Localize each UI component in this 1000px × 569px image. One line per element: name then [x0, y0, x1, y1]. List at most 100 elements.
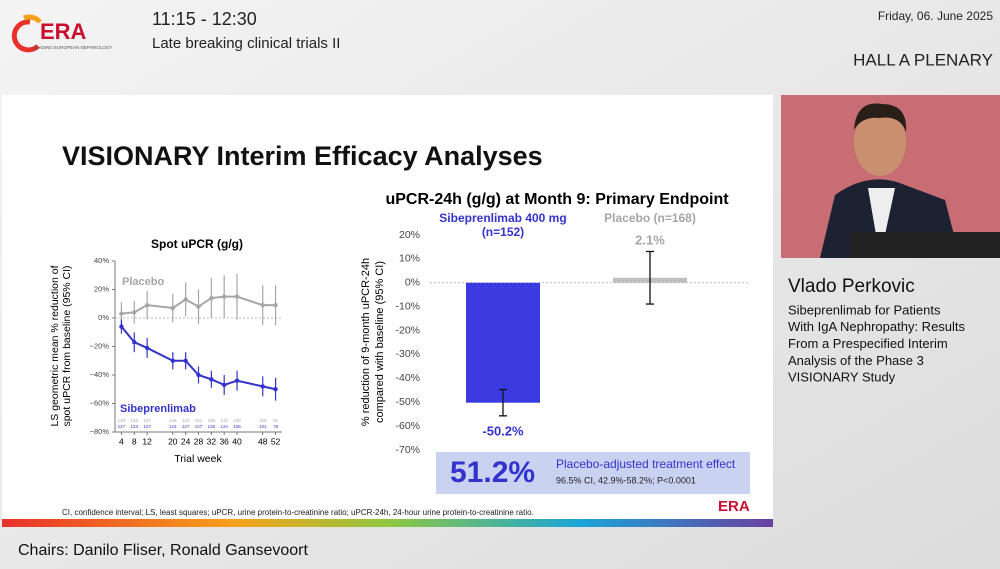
talk-title-line: From a Prespecified Interim: [788, 336, 948, 351]
y-tick-label: −20%: [90, 341, 110, 350]
category-label: Sibeprenlimab 400 mg (n=152): [439, 211, 567, 239]
at-risk-count: 142: [220, 418, 228, 423]
chart-title: uPCR-24h (g/g) at Month 9: Primary Endpo…: [385, 191, 729, 208]
y-tick-label: 10%: [399, 253, 420, 265]
value-label: -50.2%: [482, 423, 524, 438]
session-name: Late breaking clinical trials II: [152, 35, 340, 52]
at-risk-count: 150: [208, 418, 216, 423]
point: [221, 382, 227, 388]
at-risk-count: 126: [208, 424, 216, 429]
talk-title-line: Sibeprenlimab for Patients: [788, 302, 941, 317]
y-tick-label: -40%: [395, 372, 420, 384]
point: [132, 340, 137, 345]
x-tick-label: 28: [194, 436, 204, 446]
point: [260, 384, 265, 389]
at-risk-count: 144: [182, 418, 190, 423]
y-tick-label: -30%: [395, 348, 420, 360]
point: [196, 304, 201, 309]
date: Friday, 06. June 2025: [878, 9, 994, 23]
y-tick-label: 20%: [94, 284, 109, 293]
at-risk-count: 120: [259, 418, 267, 423]
footnote: CI, confidence interval; LS, least squar…: [62, 508, 534, 517]
x-tick-label: 20: [168, 436, 178, 446]
at-risk-count: 137: [143, 418, 151, 423]
y-tick-label: -10%: [395, 300, 420, 312]
point: [132, 310, 137, 315]
at-risk-count: 146: [118, 418, 126, 423]
effect-label: Placebo-adjusted treatment effect: [556, 457, 736, 471]
talk-title: Sibeprenlimab for Patients With IgA Nephr…: [788, 302, 966, 384]
logo-text: ERA: [40, 19, 87, 44]
effect-box: [436, 452, 750, 494]
x-tick-label: 36: [219, 436, 229, 446]
y-axis-label: compared with baseline (95% CI): [374, 261, 386, 423]
x-tick-label: 32: [207, 436, 217, 446]
category-box: Placebo (n=168): [604, 211, 696, 225]
y-tick-label: 0%: [98, 313, 109, 322]
point: [183, 358, 188, 363]
category-box: Sibeprenlimab 400 mg (n=152): [439, 211, 567, 239]
chart-title: Spot uPCR (g/g): [151, 237, 243, 251]
y-tick-label: −40%: [90, 370, 110, 379]
x-tick-label: 4: [119, 436, 124, 446]
x-tick-label: 52: [271, 436, 281, 446]
logo: ERA LEADING EUROPEAN NEPHROLOGY: [11, 14, 112, 53]
y-tick-label: −60%: [90, 398, 110, 407]
y-tick-label: −80%: [90, 427, 110, 436]
point: [234, 294, 240, 299]
at-risk-count: 124: [220, 424, 228, 429]
y-tick-label: -70%: [395, 444, 420, 456]
slide-stripe: [2, 519, 773, 527]
slide-logo: ERA: [718, 498, 750, 515]
y-axis-label: LS geometric mean % reduction of: [49, 265, 61, 426]
point: [234, 378, 240, 383]
point: [183, 297, 188, 302]
point: [196, 372, 201, 378]
y-tick-label: 40%: [94, 256, 109, 265]
series-label: Placebo: [122, 276, 164, 288]
point: [273, 387, 278, 392]
chairs: Chairs: Danilo Fliser, Ronald Gansevoort: [18, 542, 308, 559]
logo-tagline: LEADING EUROPEAN NEPHROLOGY: [33, 45, 112, 50]
point: [144, 345, 150, 351]
slide-title: VISIONARY Interim Efficacy Analyses: [62, 141, 543, 171]
at-risk-count: 123: [131, 424, 139, 429]
y-tick-label: 0%: [405, 277, 420, 289]
at-risk-count: 139: [233, 418, 241, 423]
at-risk-count: 127: [118, 424, 126, 429]
point: [221, 294, 227, 299]
point: [119, 311, 124, 316]
effect-ci: 96.5% CI, 42.9%-58.2%; P<0.0001: [556, 475, 696, 485]
talk-title-line: VISIONARY Study: [788, 370, 896, 385]
x-tick-label: 48: [258, 436, 268, 446]
at-risk-count: 123: [169, 424, 177, 429]
talk-title-line: With IgA Nephropathy: Results: [788, 319, 966, 334]
x-tick-label: 40: [232, 436, 242, 446]
at-risk-count: 127: [143, 424, 151, 429]
at-risk-count: 106: [233, 424, 241, 429]
series-label: Sibeprenlimab: [120, 403, 196, 415]
bar: [466, 282, 540, 403]
value-label: 2.1%: [635, 232, 665, 247]
x-tick-label: 8: [132, 436, 137, 446]
effect-value: 51.2%: [450, 456, 535, 489]
y-tick-label: -60%: [395, 420, 420, 432]
x-axis-label: Trial week: [174, 453, 222, 465]
talk-title-line: Analysis of the Phase 3: [788, 353, 924, 368]
point: [209, 295, 214, 301]
y-tick-label: -50%: [395, 396, 420, 408]
point: [119, 324, 124, 329]
session-time: 11:15 - 12:30: [152, 9, 257, 29]
point: [209, 377, 214, 382]
hall: HALL A PLENARY: [853, 50, 993, 69]
y-tick-label: -20%: [395, 324, 420, 336]
x-tick-label: 24: [181, 436, 191, 446]
at-risk-count: 146: [169, 418, 177, 423]
at-risk-count: 101: [259, 424, 267, 429]
at-risk-count: 75: [273, 424, 279, 429]
at-risk-count: 151: [195, 418, 203, 423]
point: [170, 358, 176, 363]
y-axis-label: spot uPCR from baseline (95% CI): [61, 265, 73, 426]
point: [273, 302, 278, 308]
